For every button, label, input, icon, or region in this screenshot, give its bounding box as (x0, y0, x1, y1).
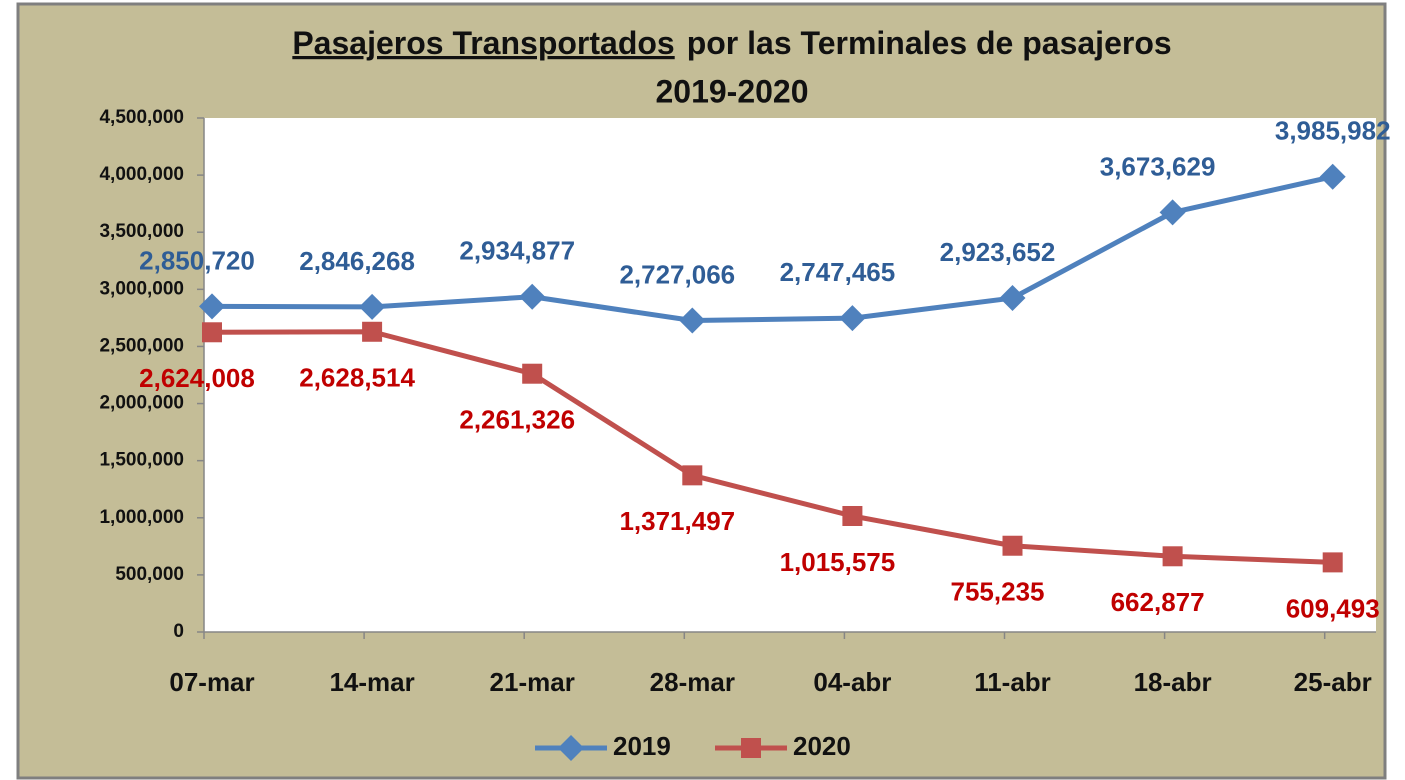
data-label: 2,747,465 (780, 257, 896, 287)
marker (1159, 199, 1186, 226)
data-label: 2,850,720 (139, 245, 255, 275)
x-tick-label: 18-abr (1134, 667, 1212, 697)
y-tick-label: 1,000,000 (99, 507, 184, 528)
marker (839, 305, 866, 332)
data-label: 2,261,326 (459, 405, 575, 435)
legend-label: 2019 (613, 731, 671, 761)
legend-label: 2020 (793, 731, 851, 761)
y-tick-label: 500,000 (115, 564, 184, 585)
marker (1162, 546, 1183, 567)
y-tick-label: 2,500,000 (99, 335, 184, 356)
marker (362, 321, 383, 342)
series-line (211, 174, 1334, 324)
data-label: 2,846,268 (299, 246, 415, 276)
marker (558, 735, 584, 761)
x-tick-label: 07-mar (169, 667, 254, 697)
marker (202, 322, 222, 343)
title-part: Pasajeros Transportados (292, 25, 674, 61)
x-tick-label: 14-mar (329, 667, 414, 697)
marker (682, 465, 703, 486)
data-label: 3,673,629 (1100, 151, 1216, 181)
y-tick-label: 2,000,000 (99, 393, 184, 414)
marker (741, 738, 761, 758)
x-tick-label: 21-mar (490, 667, 575, 697)
marker (522, 363, 543, 384)
data-label: 755,235 (951, 577, 1045, 607)
marker (842, 505, 863, 526)
data-label: 2,727,066 (619, 259, 735, 289)
data-label: 609,493 (1286, 593, 1380, 623)
marker (1002, 535, 1023, 556)
y-tick-label: 4,000,000 (99, 164, 184, 185)
data-label: 3,985,982 (1275, 116, 1391, 146)
y-tick-label: 4,500,000 (99, 107, 184, 128)
marker (1319, 163, 1346, 190)
x-tick-label: 28-mar (650, 667, 735, 697)
title-part: por las Terminales de pasajeros (687, 25, 1172, 61)
marker (359, 293, 386, 320)
marker (519, 283, 546, 310)
data-label: 1,015,575 (780, 547, 896, 577)
y-tick-label: 0 (173, 621, 184, 642)
marker (199, 293, 225, 320)
y-tick-label: 3,500,000 (99, 221, 184, 242)
y-tick-label: 3,000,000 (99, 278, 184, 299)
x-tick-label: 25-abr (1294, 667, 1372, 697)
chart-title: Pasajeros Transportados por las Terminale… (292, 25, 1171, 61)
data-label: 2,628,514 (299, 363, 415, 393)
x-tick-label: 11-abr (974, 667, 1051, 697)
data-label: 2,934,877 (459, 236, 575, 266)
series-line (211, 329, 1333, 565)
data-label: 2,624,008 (139, 363, 255, 393)
data-label: 662,877 (1111, 587, 1205, 617)
chart-subtitle: 2019-2020 (655, 73, 808, 109)
y-tick-label: 1,500,000 (99, 450, 184, 471)
marker (999, 285, 1026, 312)
x-tick-label: 04-abr (813, 667, 891, 697)
data-label: 2,923,652 (940, 237, 1056, 267)
marker (1322, 552, 1343, 573)
data-label: 1,371,497 (619, 506, 735, 536)
marker (679, 307, 706, 334)
